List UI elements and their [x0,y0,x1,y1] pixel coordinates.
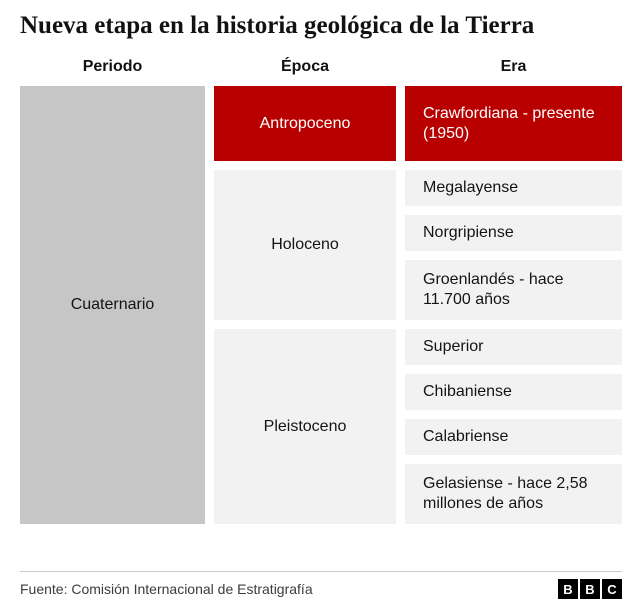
bbc-logo-block-c: C [602,579,622,599]
era-megalayense: Megalayense [405,170,622,206]
column-header-era: Era [500,58,527,75]
bbc-logo: B B C [558,579,622,599]
era-crawfordiana: Crawfordiana - presente (1950) [405,86,622,161]
era-calabriense: Calabriense [405,419,622,455]
era-groenlandes: Groenlandés - hace 11.700 años [405,260,622,320]
epoch-antropoceno: Antropoceno [214,86,396,161]
era-chibaniense: Chibaniense [405,374,622,410]
page-title: Nueva etapa en la historia geológica de … [20,12,535,39]
column-header-periodo: Periodo [82,58,143,75]
epoch-pleistoceno: Pleistoceno [214,329,396,524]
period-cuaternario: Cuaternario [20,86,205,524]
source-text: Fuente: Comisión Internacional de Estrat… [20,581,313,597]
bbc-logo-block-b2: B [580,579,600,599]
column-headers: Periodo Época Era [20,58,622,76]
geologic-table: Cuaternario Antropoceno Holoceno Pleisto… [20,86,622,524]
era-superior: Superior [405,329,622,365]
epoch-holoceno: Holoceno [214,170,396,320]
era-gelasiense: Gelasiense - hace 2,58 millones de años [405,464,622,524]
bbc-logo-block-b1: B [558,579,578,599]
footer: Fuente: Comisión Internacional de Estrat… [20,571,622,599]
column-header-epoca: Época [280,58,329,75]
era-norgripiense: Norgripiense [405,215,622,251]
